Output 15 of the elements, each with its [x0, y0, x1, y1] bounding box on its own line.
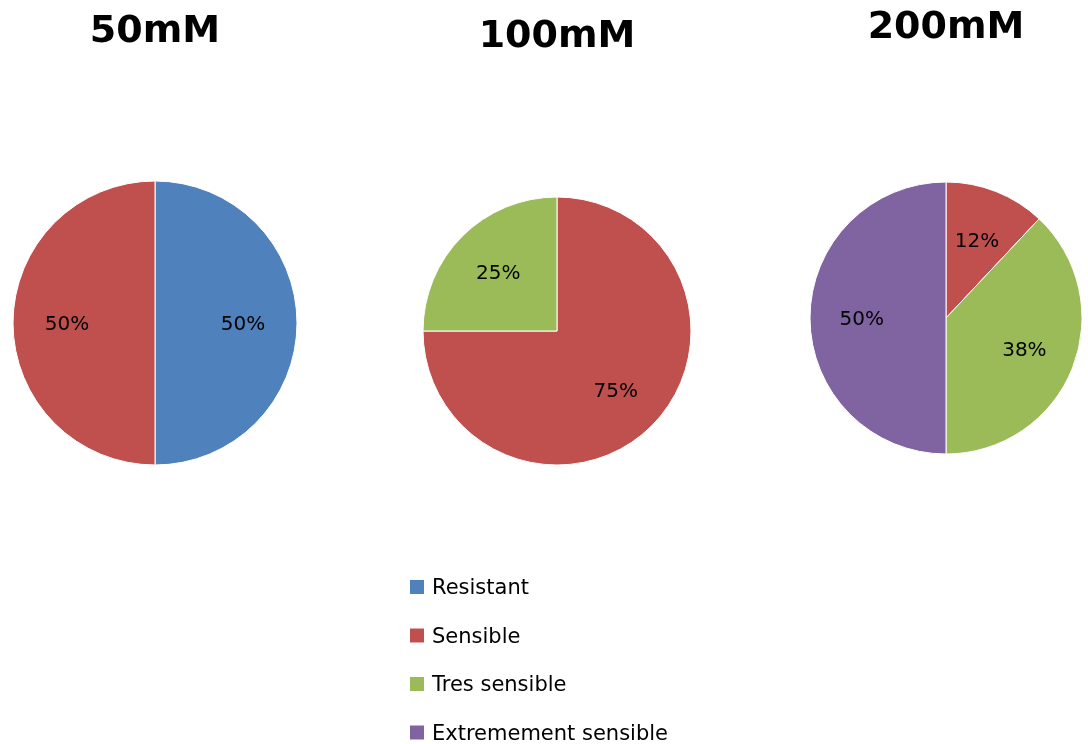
- legend-label: Extremement sensible: [432, 720, 669, 744]
- data-label: 38%: [1002, 337, 1047, 362]
- data-label: 50%: [839, 306, 884, 330]
- data-label: 50%: [44, 311, 90, 335]
- data-label: 12%: [954, 227, 1000, 252]
- chart-title: 100mM: [478, 12, 636, 56]
- legend-label: Resistant: [432, 575, 529, 600]
- legend-label: Sensible: [432, 623, 521, 648]
- chart-title: 200mM: [867, 3, 1025, 47]
- legend-label: Tres sensible: [431, 672, 567, 697]
- data-label: 75%: [593, 377, 638, 402]
- chart-title: 50mM: [89, 7, 221, 51]
- pie-slice: [422, 196, 692, 466]
- data-label: 50%: [220, 311, 266, 335]
- data-label: 25%: [476, 260, 521, 285]
